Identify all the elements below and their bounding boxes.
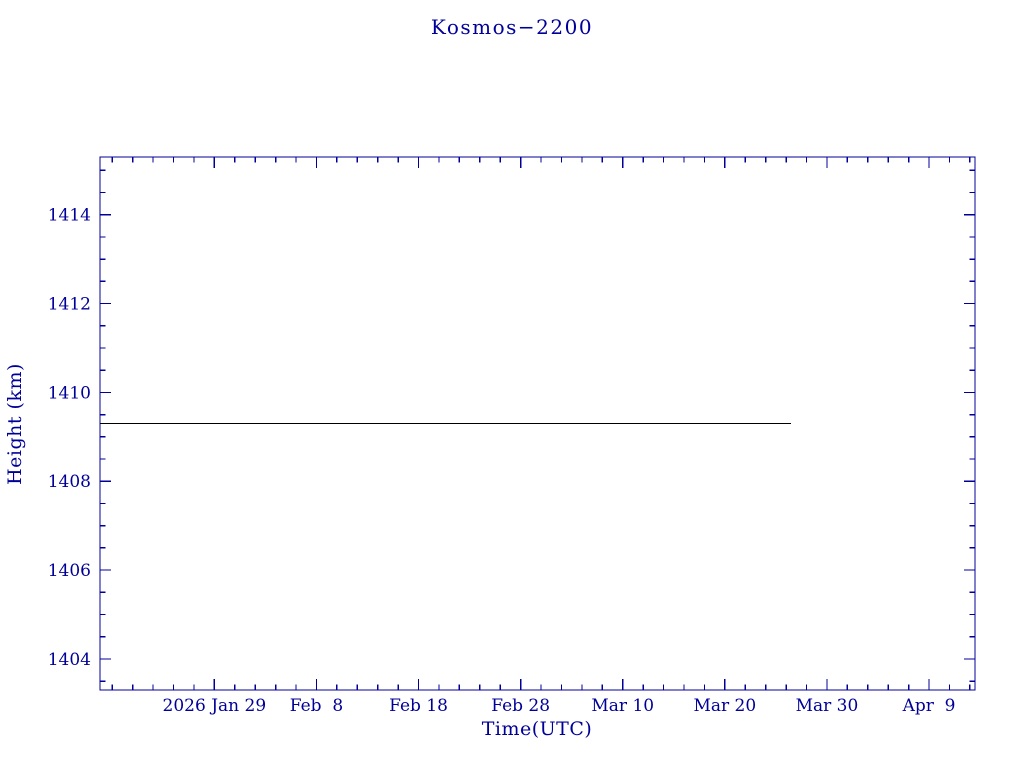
y-tick-label: 1412 — [48, 295, 91, 315]
x-tick-label: Mar 20 — [693, 696, 756, 716]
y-tick-label: 1414 — [48, 206, 91, 226]
x-tick-label: 2026 Jan 29 — [163, 696, 267, 716]
x-tick-label: Feb 18 — [389, 696, 448, 716]
x-tick-label: Feb 8 — [290, 696, 343, 716]
x-tick-label: Feb 28 — [491, 696, 550, 716]
y-tick-label: 1404 — [48, 650, 91, 670]
x-tick-label: Mar 30 — [796, 696, 859, 716]
x-tick-label: Apr 9 — [902, 696, 956, 716]
x-tick-label: Mar 10 — [591, 696, 654, 716]
y-tick-label: 1406 — [48, 561, 91, 581]
y-tick-label: 1410 — [48, 383, 91, 403]
chart-title: Kosmos−2200 — [430, 15, 594, 39]
x-axis-label: Time(UTC) — [481, 718, 593, 740]
y-tick-label: 1408 — [48, 472, 91, 492]
